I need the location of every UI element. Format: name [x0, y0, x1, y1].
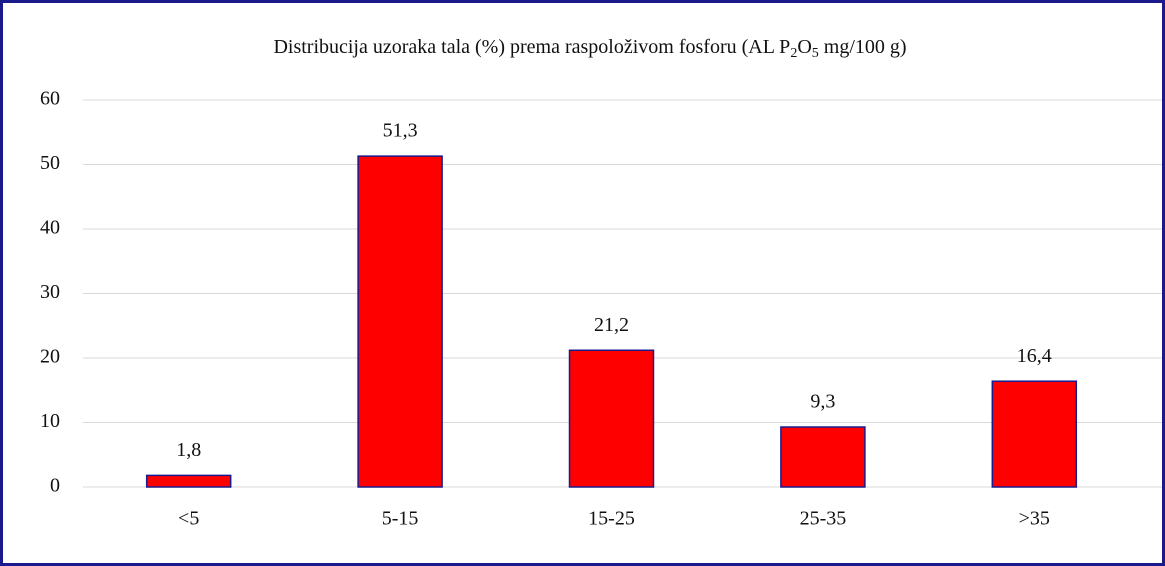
y-tick-label: 60 — [40, 88, 60, 110]
bar — [145, 474, 232, 488]
value-label: 21,2 — [594, 314, 629, 336]
value-label: 9,3 — [810, 391, 835, 413]
x-tick-label: <5 — [178, 508, 199, 530]
bar — [780, 426, 866, 488]
value-label: 51,3 — [383, 120, 418, 142]
title-part: Distribucija uzoraka tala (%) prema rasp… — [273, 36, 790, 58]
x-tick-label: 5-15 — [382, 508, 419, 530]
bar — [568, 349, 655, 488]
y-tick-label: 50 — [40, 152, 60, 174]
value-label: 1,8 — [176, 439, 201, 461]
y-tick-label: 0 — [50, 475, 60, 497]
chart-title: Distribucija uzoraka tala (%) prema rasp… — [273, 36, 906, 62]
y-tick-label: 20 — [40, 346, 60, 368]
title-subscript: 2 — [790, 46, 797, 61]
bar — [357, 155, 443, 488]
title-part: mg/100 g) — [819, 36, 907, 58]
x-tick-label: >35 — [1019, 508, 1050, 530]
bar — [991, 380, 1078, 488]
title-subscript: 5 — [812, 46, 819, 61]
x-tick-label: 15-25 — [588, 508, 635, 530]
title-part: O — [797, 36, 811, 58]
y-tick-label: 30 — [40, 281, 60, 303]
y-tick-label: 40 — [40, 217, 60, 239]
value-label: 16,4 — [1017, 345, 1052, 367]
x-tick-label: 25-35 — [800, 508, 847, 530]
y-tick-label: 10 — [40, 410, 60, 432]
